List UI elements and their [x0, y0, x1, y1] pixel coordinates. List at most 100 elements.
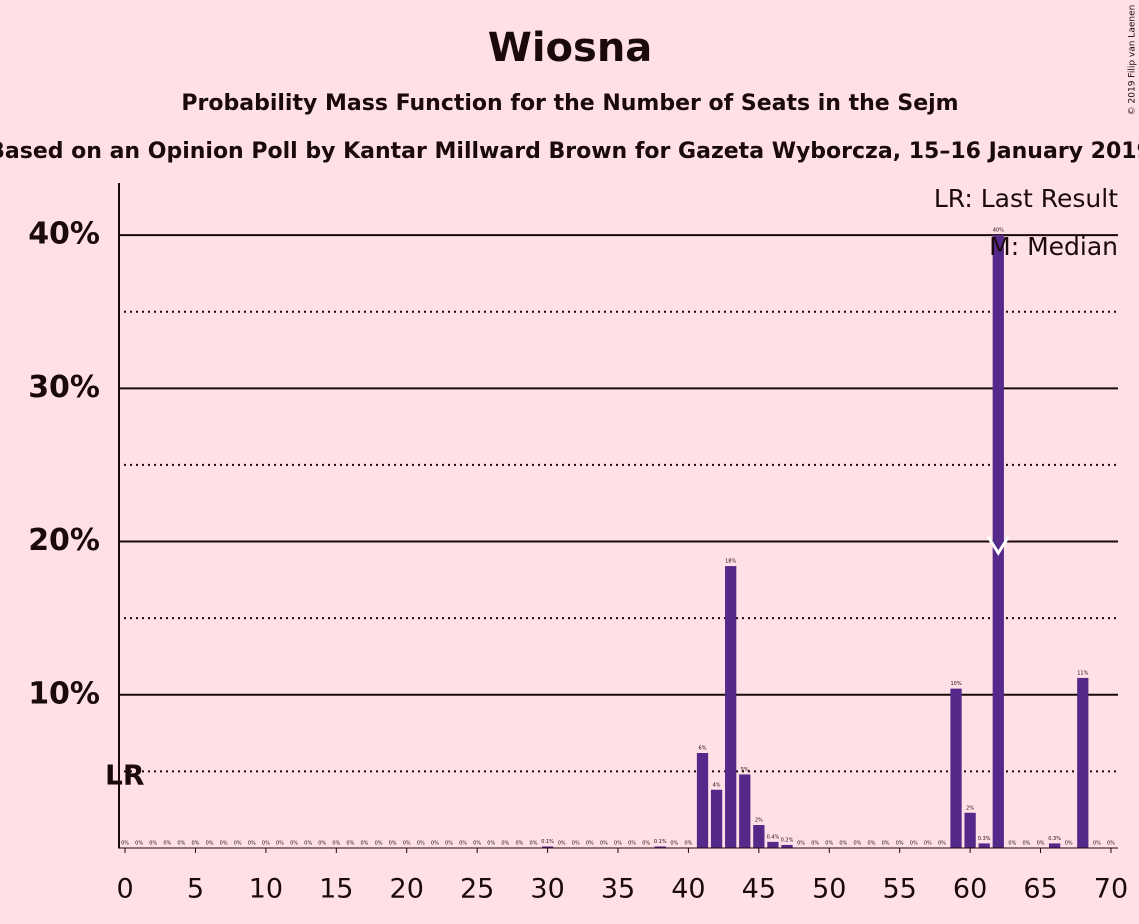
value-label: 18% [725, 559, 736, 565]
value-label: 0% [135, 841, 143, 847]
x-tick-label: 0 [116, 874, 133, 905]
bar [1077, 677, 1089, 848]
value-label: 0% [149, 841, 157, 847]
x-tick-label: 40 [671, 874, 705, 905]
value-label: 2% [755, 818, 763, 824]
value-label: 0% [375, 841, 383, 847]
value-label: 0% [811, 841, 819, 847]
legend-entry: M: Median [989, 232, 1118, 261]
value-label: 0% [417, 841, 425, 847]
x-tick-label: 25 [460, 874, 494, 905]
value-label: 0.3% [1048, 836, 1061, 842]
y-tick-label: 10% [28, 676, 100, 711]
value-label: 0% [290, 841, 298, 847]
value-label: 0% [825, 841, 833, 847]
x-tick-label: 50 [812, 874, 846, 905]
x-tick-label: 70 [1094, 874, 1128, 905]
value-label: 10% [950, 681, 961, 687]
last-result-label: LR [105, 758, 144, 791]
legend-entry: LR: Last Result [934, 184, 1118, 213]
value-label: 0% [515, 841, 523, 847]
median-marker [987, 536, 1010, 556]
bar [654, 846, 666, 848]
value-label: 0% [220, 841, 228, 847]
value-label: 0% [206, 841, 214, 847]
value-label: 0% [191, 841, 199, 847]
value-label: 0% [572, 841, 580, 847]
value-label: 2% [966, 805, 974, 811]
bar [992, 235, 1004, 848]
x-tick-label: 60 [953, 874, 987, 905]
bar [978, 843, 990, 848]
y-tick-label: 40% [28, 217, 100, 252]
value-label: 0% [346, 841, 354, 847]
value-label: 0% [332, 841, 340, 847]
value-label: 0.1% [541, 839, 554, 845]
value-label: 0% [1093, 841, 1101, 847]
value-label: 0.4% [767, 834, 780, 840]
value-label: 0% [1022, 841, 1030, 847]
value-label: 0.3% [978, 836, 991, 842]
value-label: 0% [586, 841, 594, 847]
value-label: 0% [938, 841, 946, 847]
value-label: 0% [628, 841, 636, 847]
value-label: 40% [993, 228, 1004, 234]
value-label: 0% [121, 841, 129, 847]
bar [964, 812, 976, 848]
value-label: 0% [361, 841, 369, 847]
value-label: 0% [501, 841, 509, 847]
chart-subtitle: Probability Mass Function for the Number… [181, 91, 958, 116]
x-tick-label: 5 [187, 874, 204, 905]
chart-subtitle: Based on an Opinion Poll by Kantar Millw… [0, 139, 1139, 164]
value-label: 0% [487, 841, 495, 847]
value-label: 0.1% [654, 839, 667, 845]
value-label: 0% [276, 841, 284, 847]
value-label: 0% [318, 841, 326, 847]
value-label: 0% [262, 841, 270, 847]
value-label: 0% [459, 841, 467, 847]
value-label: 0% [431, 841, 439, 847]
value-label: 0% [1037, 841, 1045, 847]
value-label: 0% [684, 841, 692, 847]
y-tick-label: 30% [28, 370, 100, 405]
value-label: 0% [839, 841, 847, 847]
value-label: 0% [882, 841, 890, 847]
x-tick-label: 35 [601, 874, 635, 905]
value-label: 0% [1107, 841, 1115, 847]
bar [1048, 843, 1061, 848]
bar [541, 846, 554, 848]
value-label: 6% [699, 746, 707, 752]
bar [781, 844, 793, 848]
value-label: 0% [670, 841, 678, 847]
bar [710, 789, 723, 848]
value-label: 0% [177, 841, 185, 847]
bar [696, 753, 709, 848]
value-label: 0% [445, 841, 453, 847]
value-label: 5% [741, 767, 749, 773]
value-label: 0% [558, 841, 566, 847]
value-label: 0% [304, 841, 312, 847]
value-label: 4% [713, 782, 721, 788]
value-label: 0% [910, 841, 918, 847]
value-label: 0% [868, 841, 876, 847]
value-label: 0% [1008, 841, 1016, 847]
value-label: 0.2% [781, 837, 794, 843]
value-label: 0% [1065, 841, 1073, 847]
x-tick-label: 65 [1023, 874, 1057, 905]
x-tick-label: 30 [530, 874, 564, 905]
x-tick-label: 45 [742, 874, 776, 905]
x-tick-label: 20 [390, 874, 424, 905]
y-tick-label: 20% [28, 523, 100, 558]
value-label: 11% [1077, 670, 1088, 676]
value-label: 0% [234, 841, 242, 847]
bar [753, 825, 765, 848]
value-label: 0% [473, 841, 481, 847]
value-label: 0% [642, 841, 650, 847]
value-label: 0% [600, 841, 608, 847]
chart-title: Wiosna [488, 25, 653, 71]
x-tick-label: 15 [319, 874, 353, 905]
x-tick-label: 10 [249, 874, 283, 905]
value-label: 0% [389, 841, 397, 847]
